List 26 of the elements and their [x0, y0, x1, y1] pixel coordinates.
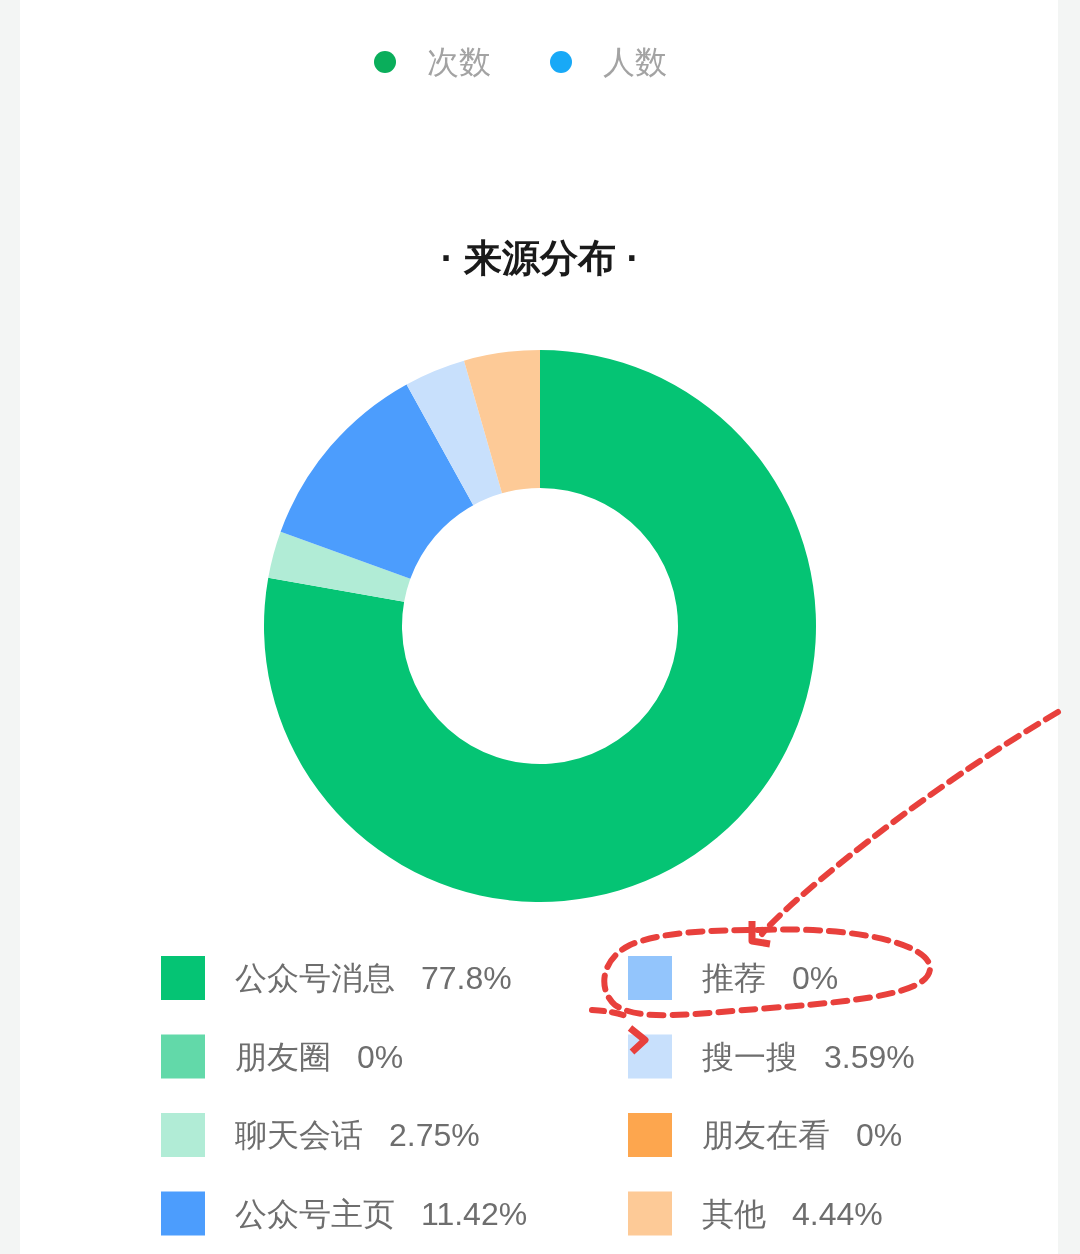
legend-label: 公众号主页: [235, 1195, 395, 1232]
legend-item: 朋友圈 0%: [161, 1034, 404, 1079]
data-label: 11.42%: [421, 1195, 528, 1232]
legend-label: 聊天会话: [235, 1117, 363, 1153]
data-label: 4.44%: [792, 1195, 883, 1232]
chart-title: · 来源分布 ·: [440, 237, 640, 279]
legend-label: 朋友圈: [235, 1038, 331, 1075]
legend-label: 公众号消息: [235, 960, 395, 996]
legend-item: 朋友在看 0%: [628, 1113, 903, 1157]
data-label: 3.59%: [824, 1038, 915, 1075]
legend-item: 聊天会话 2.75%: [161, 1113, 480, 1157]
data-label: 77.8%: [421, 960, 512, 996]
category-label: 人数: [603, 44, 667, 80]
legend-item: 搜一搜 3.59%: [628, 1034, 915, 1079]
category-label: 次数: [427, 44, 491, 80]
legend-item: 推荐 0%: [628, 956, 839, 1000]
legend-item: 公众号消息 77.8%: [161, 956, 512, 1000]
legend-item: 人数: [550, 44, 667, 80]
legend-label: 推荐: [702, 960, 766, 996]
legend-label: 搜一搜: [702, 1038, 798, 1075]
data-label: 2.75%: [389, 1117, 480, 1153]
legend-label: 其他: [702, 1195, 766, 1232]
legend-item: 公众号主页 11.42%: [161, 1191, 528, 1236]
legend-item: 次数: [374, 44, 491, 80]
legend-item: 其他 4.44%: [628, 1191, 883, 1236]
legend-label: 朋友在看: [702, 1117, 830, 1153]
